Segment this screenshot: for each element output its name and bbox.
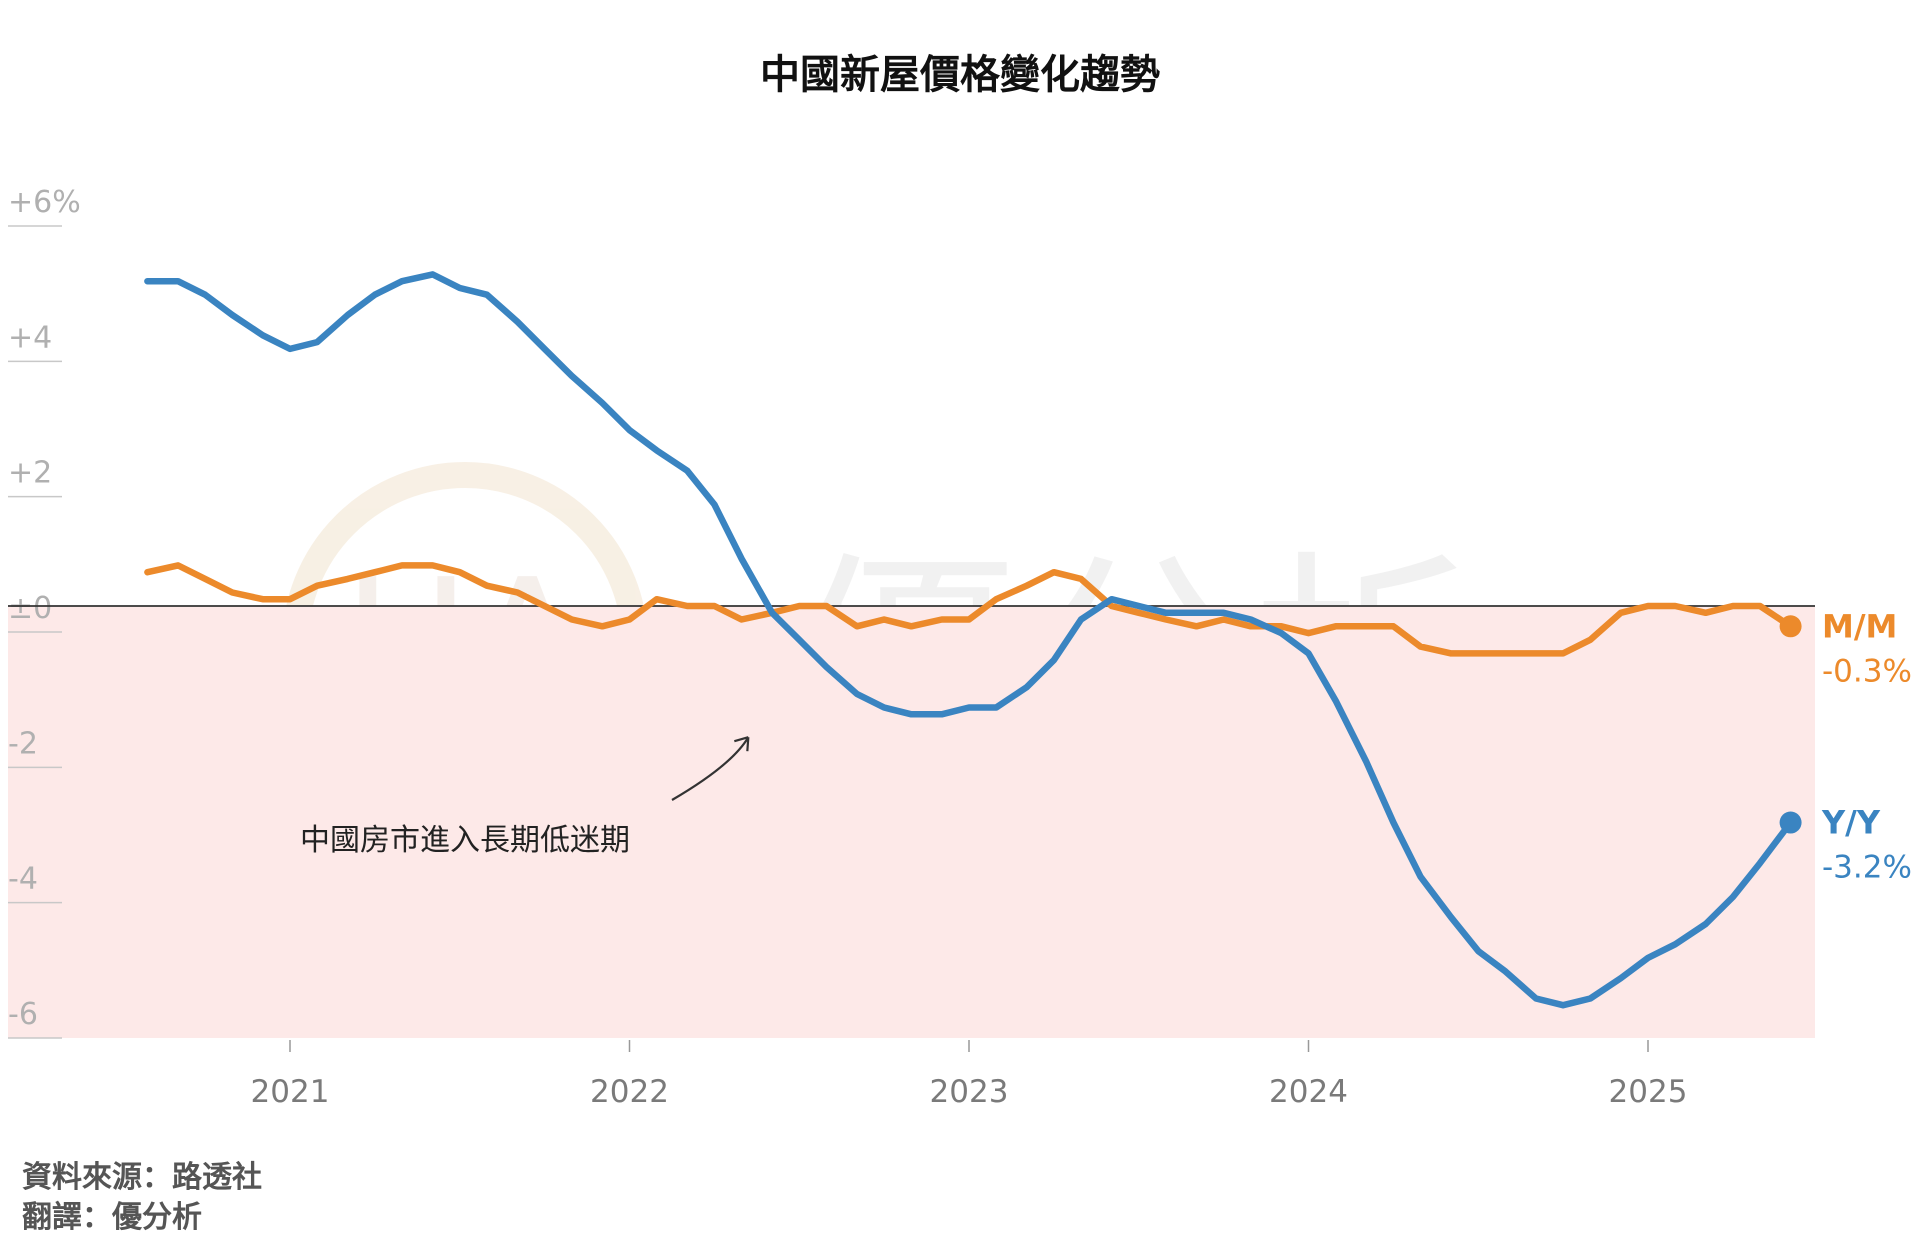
y-tick-label: +6% (8, 185, 81, 220)
series-end-value-mm: -0.3% (1822, 653, 1912, 689)
annotation: 中國房市進入長期低迷期 (300, 736, 750, 858)
annotation-text: 中國房市進入長期低迷期 (300, 823, 630, 858)
x-tick-label: 2021 (251, 1074, 330, 1110)
x-tick-label: 2023 (930, 1074, 1009, 1110)
y-tick-label: -6 (8, 997, 38, 1032)
y-tick-label: ±0 (8, 591, 52, 626)
negative-region-shading (8, 606, 1815, 1038)
y-tick-label: +2 (8, 456, 52, 491)
series-line-mm (144, 562, 1794, 657)
series-end-value-yy: -3.2% (1822, 850, 1912, 886)
source-line-1: 資料來源：路透社 (22, 1160, 262, 1195)
source-line-2: 翻譯：優分析 (22, 1200, 202, 1235)
x-tick-label: 2024 (1269, 1074, 1348, 1110)
x-axis: 2021 2022 2023 2024 2025 (251, 1040, 1688, 1110)
series-name-label-yy: Y/Y (1821, 804, 1881, 842)
series-name-label-mm: M/M (1822, 607, 1897, 645)
series-end-point-yy (1779, 811, 1802, 834)
y-tick-label: -2 (8, 726, 38, 761)
x-tick-label: 2025 (1609, 1074, 1688, 1110)
y-axis: +6% +4 +2 ±0 -2 -4 -6 (8, 185, 1815, 1039)
chart-title: 中國新屋價格變化趨勢 (760, 52, 1160, 98)
y-tick-label: -4 (8, 862, 38, 897)
series-layer: M/M -0.3% Y/Y -3.2% (144, 271, 1912, 1009)
x-tick-label: 2022 (590, 1074, 669, 1110)
series-line-yy (144, 271, 1794, 1009)
series-end-point-mm (1779, 615, 1802, 638)
annotation-arrow-icon (671, 736, 750, 801)
y-tick-label: +4 (8, 320, 52, 355)
